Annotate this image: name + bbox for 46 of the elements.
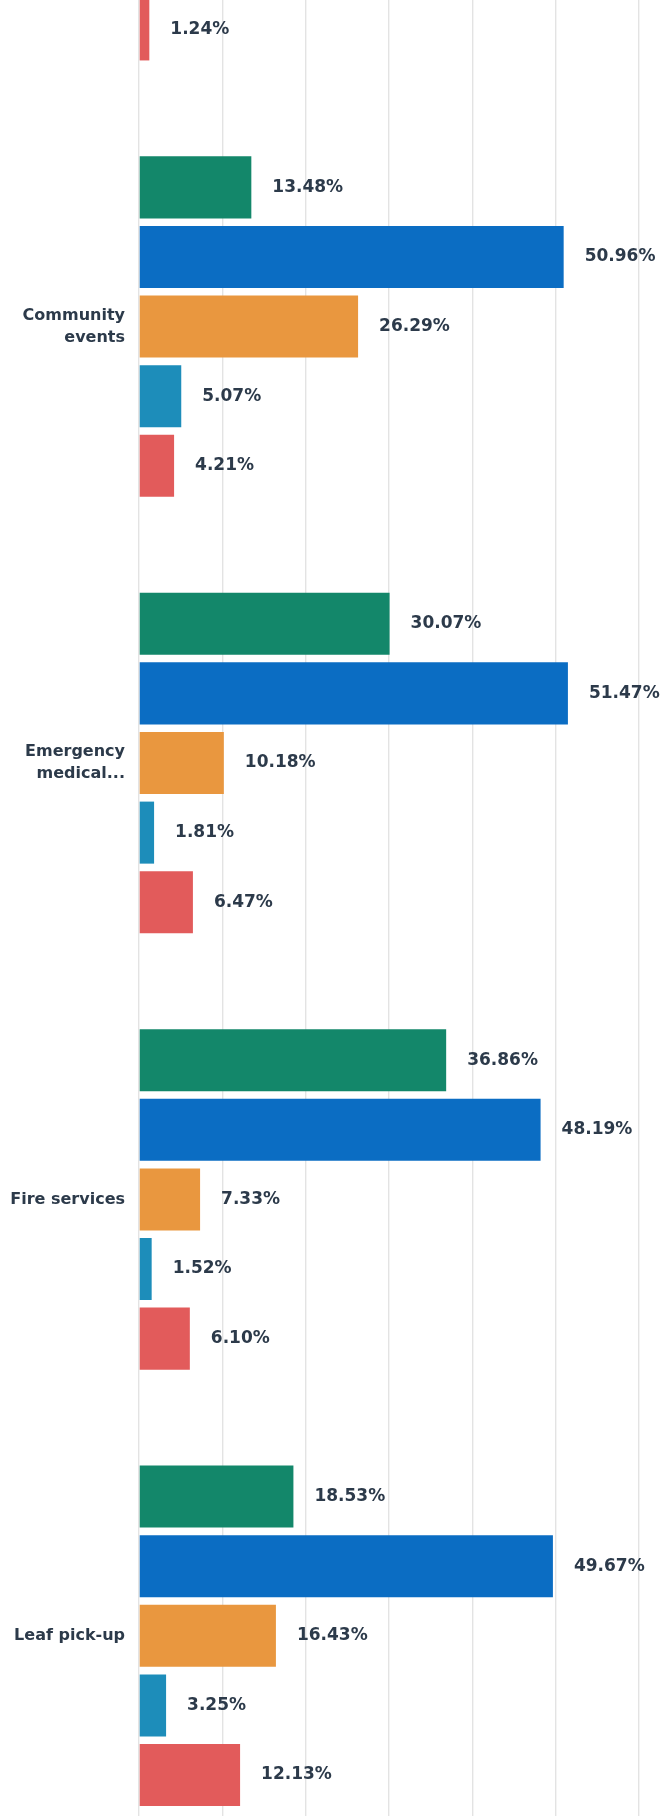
data-label: 4.21% [195, 454, 255, 475]
data-label: 48.19% [561, 1118, 633, 1139]
data-label: 1.81% [175, 821, 235, 842]
bar [139, 1604, 276, 1667]
bar [139, 871, 193, 934]
bar [139, 1465, 294, 1528]
bar [139, 592, 390, 655]
y-tick-label: Fire services [10, 1188, 125, 1208]
data-label: 36.86% [467, 1048, 538, 1069]
data-label: 6.10% [210, 1327, 270, 1348]
bar [139, 1307, 190, 1370]
bar [139, 731, 224, 795]
bar [139, 365, 182, 428]
bar [139, 662, 568, 725]
bar [139, 801, 155, 864]
bar [139, 1238, 152, 1301]
data-label: 7.33% [221, 1187, 281, 1208]
data-label: 30.07% [410, 612, 482, 633]
bar [139, 1029, 447, 1092]
bar [139, 1168, 201, 1231]
bar [139, 156, 252, 219]
y-tick-label: Emergency medical... [25, 740, 126, 783]
data-label: 1.24% [170, 17, 230, 38]
data-label: 1.52% [172, 1257, 232, 1278]
data-label: 13.48% [272, 175, 344, 196]
bar [139, 1744, 241, 1807]
data-label: 12.13% [261, 1763, 332, 1784]
bar [139, 0, 150, 61]
data-label: 5.07% [202, 384, 262, 405]
bar [139, 1098, 541, 1161]
y-tick-label: Leaf pick-up [14, 1624, 125, 1644]
data-label: 18.53% [314, 1484, 386, 1505]
y-tick-label: Community events [22, 304, 126, 346]
data-label: 6.47% [213, 890, 273, 911]
bar [139, 295, 359, 358]
bar [139, 1674, 167, 1737]
data-label: 26.29% [379, 315, 450, 336]
data-label: 10.18% [244, 751, 316, 772]
data-label: 49.67% [573, 1554, 645, 1575]
data-label: 3.25% [187, 1693, 247, 1714]
bar [139, 225, 564, 288]
data-label: 16.43% [296, 1624, 368, 1645]
bar [139, 1535, 553, 1598]
data-label: 51.47% [588, 681, 660, 702]
bar [139, 434, 175, 497]
data-label: 50.96% [584, 245, 656, 266]
